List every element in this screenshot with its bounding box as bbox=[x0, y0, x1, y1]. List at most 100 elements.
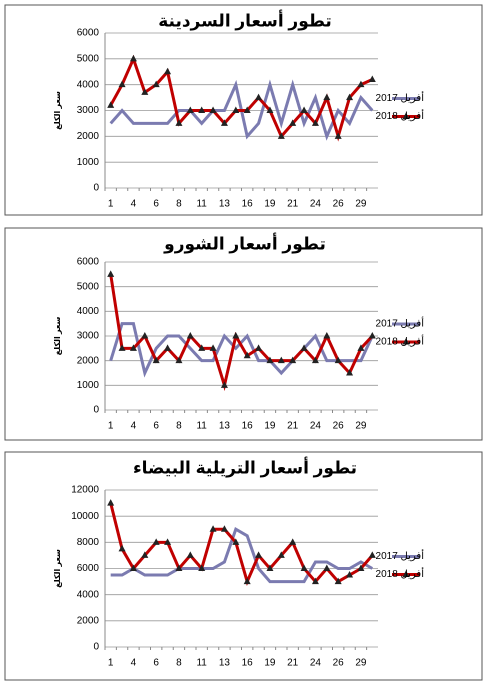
point-marker bbox=[277, 356, 285, 364]
y-tick-label: 2000 bbox=[77, 131, 100, 142]
point-marker bbox=[141, 551, 149, 558]
point-marker bbox=[164, 538, 172, 545]
point-marker bbox=[323, 564, 331, 571]
chart: تطور أسعار التريلية البيضاء 0 2000 4000 6000… bbox=[4, 451, 483, 681]
y-tick-label: 6000 bbox=[77, 563, 100, 574]
x-tick-label: 29 bbox=[355, 658, 367, 669]
point-marker bbox=[255, 551, 263, 558]
x-tick-label: 16 bbox=[242, 199, 254, 210]
x-tick-label: 4 bbox=[131, 658, 137, 669]
point-marker bbox=[266, 356, 274, 364]
chart-title: تطور أسعار السردينة bbox=[158, 9, 332, 31]
x-tick-label: 19 bbox=[264, 421, 276, 432]
x-tick-label: 1 bbox=[108, 199, 114, 210]
point-marker bbox=[368, 551, 376, 558]
point-marker bbox=[198, 564, 206, 571]
legend-marker bbox=[402, 112, 410, 119]
point-marker bbox=[277, 132, 285, 139]
point-marker bbox=[118, 80, 126, 88]
x-tick-label: 26 bbox=[333, 421, 345, 432]
point-marker bbox=[357, 80, 365, 88]
point-marker bbox=[368, 332, 376, 339]
y-tick-label: 0 bbox=[93, 642, 99, 653]
point-marker bbox=[129, 564, 137, 571]
point-marker bbox=[334, 356, 342, 364]
y-axis-label: سعر الكلغ bbox=[53, 317, 62, 356]
point-marker bbox=[141, 88, 149, 95]
series-line bbox=[110, 527, 374, 584]
chart-frame bbox=[4, 227, 483, 441]
y-tick-label: 3000 bbox=[77, 105, 100, 116]
point-marker bbox=[368, 75, 376, 82]
point-marker bbox=[118, 544, 126, 552]
x-tick-label: 13 bbox=[219, 199, 231, 210]
x-tick-label: 21 bbox=[287, 421, 299, 432]
x-tick-label: 8 bbox=[176, 421, 182, 432]
y-tick-label: 12000 bbox=[71, 485, 99, 496]
point-marker bbox=[255, 93, 263, 101]
point-marker bbox=[289, 356, 297, 364]
point-marker bbox=[186, 551, 194, 558]
point-marker bbox=[164, 344, 172, 351]
x-tick-label: 1 bbox=[108, 421, 114, 432]
chart-title: تطور أسعار التريلية البيضاء bbox=[133, 456, 357, 478]
point-marker bbox=[129, 344, 137, 351]
y-tick-label: 6000 bbox=[77, 28, 100, 39]
point-marker bbox=[346, 571, 354, 578]
point-marker bbox=[277, 551, 285, 558]
point-marker bbox=[300, 106, 308, 113]
point-marker bbox=[243, 577, 251, 585]
point-marker bbox=[311, 356, 319, 364]
point-marker bbox=[300, 564, 308, 571]
legend-label: أفريل 2018 bbox=[376, 335, 425, 348]
y-tick-label: 5000 bbox=[77, 281, 100, 292]
point-marker bbox=[311, 119, 319, 126]
y-tick-label: 4000 bbox=[77, 79, 100, 90]
point-marker bbox=[186, 332, 194, 339]
point-marker bbox=[164, 67, 172, 75]
point-marker bbox=[198, 344, 206, 351]
point-marker bbox=[289, 119, 297, 126]
y-tick-label: 6000 bbox=[77, 257, 100, 268]
x-tick-label: 6 bbox=[153, 658, 159, 669]
point-marker bbox=[209, 106, 217, 113]
legend-label: أفريل 2017 bbox=[376, 317, 425, 330]
x-tick-label: 4 bbox=[131, 199, 137, 210]
point-marker bbox=[334, 132, 342, 139]
point-marker bbox=[232, 106, 240, 113]
x-tick-label: 6 bbox=[153, 421, 159, 432]
point-marker bbox=[175, 564, 183, 571]
chart: تطور أسعار الشورو 0 1000 2000 3000 4000 5000 60… bbox=[4, 227, 483, 441]
point-marker bbox=[300, 344, 308, 351]
point-marker bbox=[346, 369, 354, 376]
x-tick-label: 8 bbox=[176, 658, 182, 669]
legend-label: أفريل 2018 bbox=[376, 567, 425, 580]
chart: تطور أسعار السردينة 0 1000 2000 3000 4000 5000… bbox=[4, 4, 483, 216]
point-marker bbox=[198, 106, 206, 113]
x-tick-label: 29 bbox=[355, 421, 367, 432]
x-tick-label: 1 bbox=[108, 658, 114, 669]
point-marker bbox=[266, 106, 274, 113]
legend-label: أفريل 2017 bbox=[376, 549, 425, 562]
point-marker bbox=[323, 332, 331, 339]
y-tick-label: 5000 bbox=[77, 53, 100, 64]
point-marker bbox=[243, 351, 251, 359]
y-axis-label: سعر الكلغ bbox=[53, 549, 62, 588]
point-marker bbox=[220, 119, 228, 126]
y-tick-label: 0 bbox=[93, 183, 99, 194]
point-marker bbox=[175, 119, 183, 126]
series-line bbox=[109, 274, 374, 392]
point-marker bbox=[311, 577, 319, 585]
x-tick-label: 24 bbox=[310, 421, 322, 432]
y-tick-label: 1000 bbox=[77, 380, 100, 391]
y-tick-label: 4000 bbox=[77, 589, 100, 600]
point-marker bbox=[118, 344, 126, 351]
point-marker bbox=[209, 344, 217, 351]
x-tick-label: 11 bbox=[196, 421, 207, 432]
point-marker bbox=[243, 106, 251, 113]
chart-title: تطور أسعار الشورو bbox=[163, 232, 326, 254]
legend-marker bbox=[402, 570, 410, 577]
x-tick-label: 13 bbox=[219, 658, 231, 669]
x-tick-label: 29 bbox=[355, 199, 367, 210]
